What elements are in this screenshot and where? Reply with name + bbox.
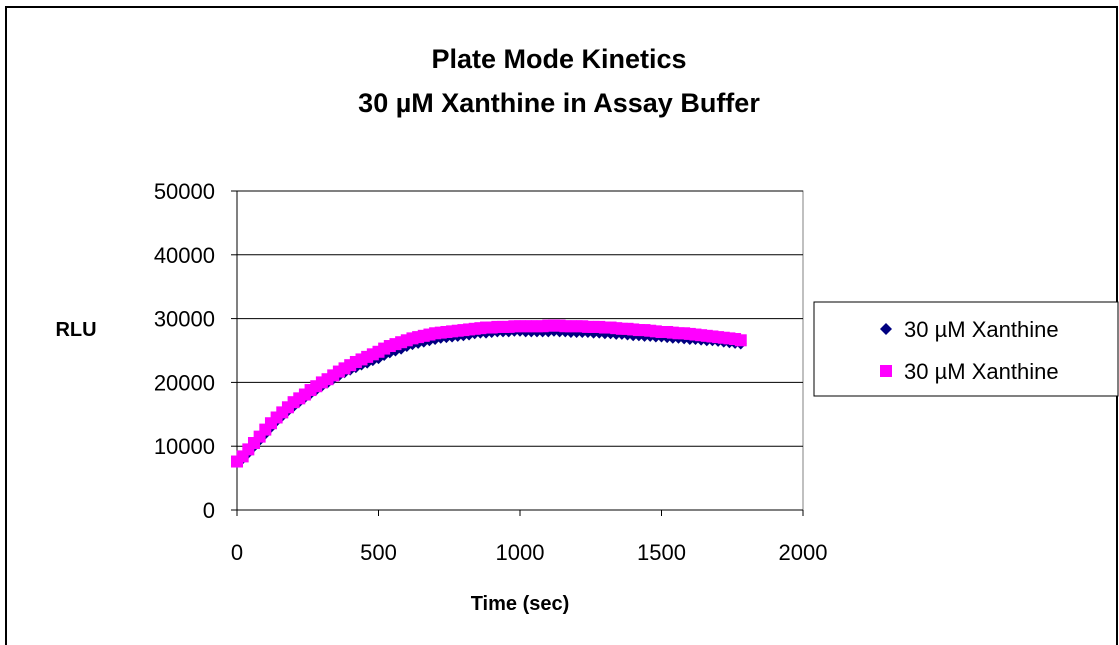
x-axis-ticks: 0 500 1000 1500 2000 <box>231 510 828 565</box>
y-tick-label: 30000 <box>154 307 215 332</box>
y-axis-title: RLU <box>55 319 96 341</box>
legend-diamond-marker <box>880 323 892 335</box>
x-tick-label: 0 <box>231 540 243 565</box>
x-tick-label: 1500 <box>637 540 686 565</box>
series-2-points <box>231 319 747 468</box>
legend-box <box>813 301 1119 397</box>
x-axis-title: Time (sec) <box>471 593 570 615</box>
legend-square-marker <box>880 365 892 377</box>
data-point <box>734 334 747 347</box>
legend-entry-2: 30 µM Xanthine <box>904 359 1059 384</box>
y-tick-label: 0 <box>203 498 215 523</box>
y-tick-label: 20000 <box>154 370 215 395</box>
legend: 30 µM Xanthine 30 µM Xanthine <box>813 301 1119 397</box>
plot-area <box>236 190 804 511</box>
y-tick-label: 10000 <box>154 434 215 459</box>
y-tick-label: 50000 <box>154 179 215 204</box>
legend-entry-1: 30 µM Xanthine <box>904 317 1059 342</box>
y-tick-label: 40000 <box>154 243 215 268</box>
x-tick-label: 2000 <box>779 540 828 565</box>
data-point <box>247 437 260 450</box>
chart-title-line-2: 30 µM Xanthine in Assay Buffer <box>358 88 760 118</box>
x-tick-label: 1000 <box>496 540 545 565</box>
x-tick-label: 500 <box>360 540 397 565</box>
chart-title-line-1: Plate Mode Kinetics <box>431 44 686 74</box>
y-axis-ticks: 0 10000 20000 30000 40000 50000 <box>154 179 237 523</box>
